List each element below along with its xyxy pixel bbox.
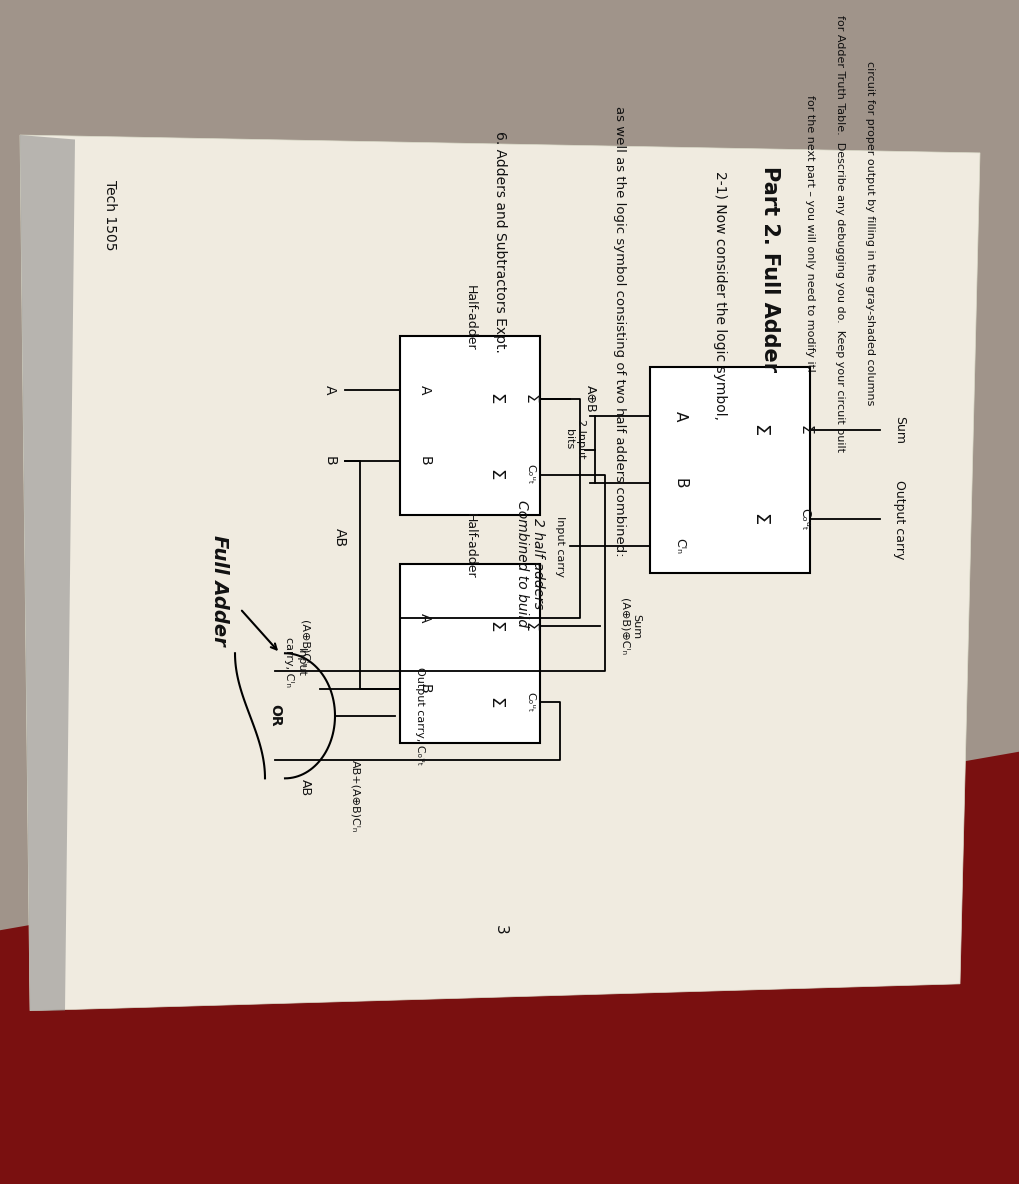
Text: Input carry: Input carry (554, 515, 565, 577)
Text: (A⊕B)Cᴵₙ: (A⊕B)Cᴵₙ (300, 620, 310, 668)
Text: A⊕B: A⊕B (583, 385, 596, 412)
Text: Full Adder: Full Adder (210, 535, 229, 646)
Text: AB: AB (332, 528, 346, 547)
Text: B: B (418, 684, 432, 694)
Text: Σ: Σ (750, 424, 768, 436)
Polygon shape (0, 752, 1019, 1184)
Text: A: A (418, 385, 432, 394)
Text: circuit for proper output by filling in the gray-shaded columns: circuit for proper output by filling in … (864, 62, 874, 405)
Text: as well as the logic symbol consisting of two half adders combined:: as well as the logic symbol consisting o… (612, 107, 626, 556)
Text: A: A (323, 385, 336, 394)
Bar (399, 564, 539, 742)
Text: 2 half adders
Combined to build: 2 half adders Combined to build (515, 501, 544, 628)
Text: 3: 3 (492, 926, 507, 935)
Text: Input
carry, Cᴵₙ: Input carry, Cᴵₙ (284, 637, 306, 687)
Bar (649, 367, 809, 573)
Text: B: B (672, 478, 687, 489)
Text: Σ: Σ (797, 425, 812, 435)
Text: A: A (418, 613, 432, 623)
Text: Σ: Σ (485, 469, 503, 481)
Text: Cₒᵘₜ: Cₒᵘₜ (798, 508, 811, 530)
Text: 6. Adders and Subtractors Expt.: 6. Adders and Subtractors Expt. (492, 131, 506, 353)
Bar (399, 336, 539, 515)
Text: B: B (418, 456, 432, 466)
Text: OR: OR (268, 704, 281, 727)
Text: AB+(A⊕B)Cᴵₙ: AB+(A⊕B)Cᴵₙ (350, 760, 360, 832)
Text: Output carry: Output carry (893, 480, 906, 559)
Text: B: B (323, 456, 336, 466)
Text: Part 2. Full Adder: Part 2. Full Adder (759, 166, 780, 372)
Text: Output carry, Cₒᵘₜ: Output carry, Cₒᵘₜ (415, 667, 425, 765)
Text: Cₒᵘₜ: Cₒᵘₜ (525, 693, 535, 713)
Text: 2 Input
bits: 2 Input bits (564, 419, 585, 458)
Text: Cₒᵘₜ: Cₒᵘₜ (525, 464, 535, 484)
Text: AB: AB (299, 779, 311, 796)
Polygon shape (20, 135, 75, 1011)
Text: Σ: Σ (485, 696, 503, 708)
Text: 2-1) Now consider the logic symbol,: 2-1) Now consider the logic symbol, (712, 172, 727, 420)
Text: Σ: Σ (485, 393, 503, 404)
Text: for Adder Truth Table.  Describe any debugging you do.  Keep your circuit built: for Adder Truth Table. Describe any debu… (835, 15, 844, 452)
Text: Tech 1505: Tech 1505 (103, 180, 117, 251)
Text: A: A (672, 411, 687, 422)
Text: Σ: Σ (522, 394, 537, 404)
Text: for the next part – you will only need to modify it!: for the next part – you will only need t… (804, 95, 814, 372)
Text: Σ: Σ (522, 622, 537, 631)
Polygon shape (20, 135, 979, 1011)
Text: Sum: Sum (893, 416, 906, 444)
Text: Cᴵₙ: Cᴵₙ (673, 538, 686, 554)
Text: Half-adder: Half-adder (463, 513, 476, 579)
Text: Σ: Σ (485, 620, 503, 632)
Text: Half-adder: Half-adder (463, 285, 476, 350)
Text: Σ: Σ (750, 513, 768, 526)
Text: Sum
(A⊕B)⊕Cᴵₙ: Sum (A⊕B)⊕Cᴵₙ (619, 598, 640, 655)
